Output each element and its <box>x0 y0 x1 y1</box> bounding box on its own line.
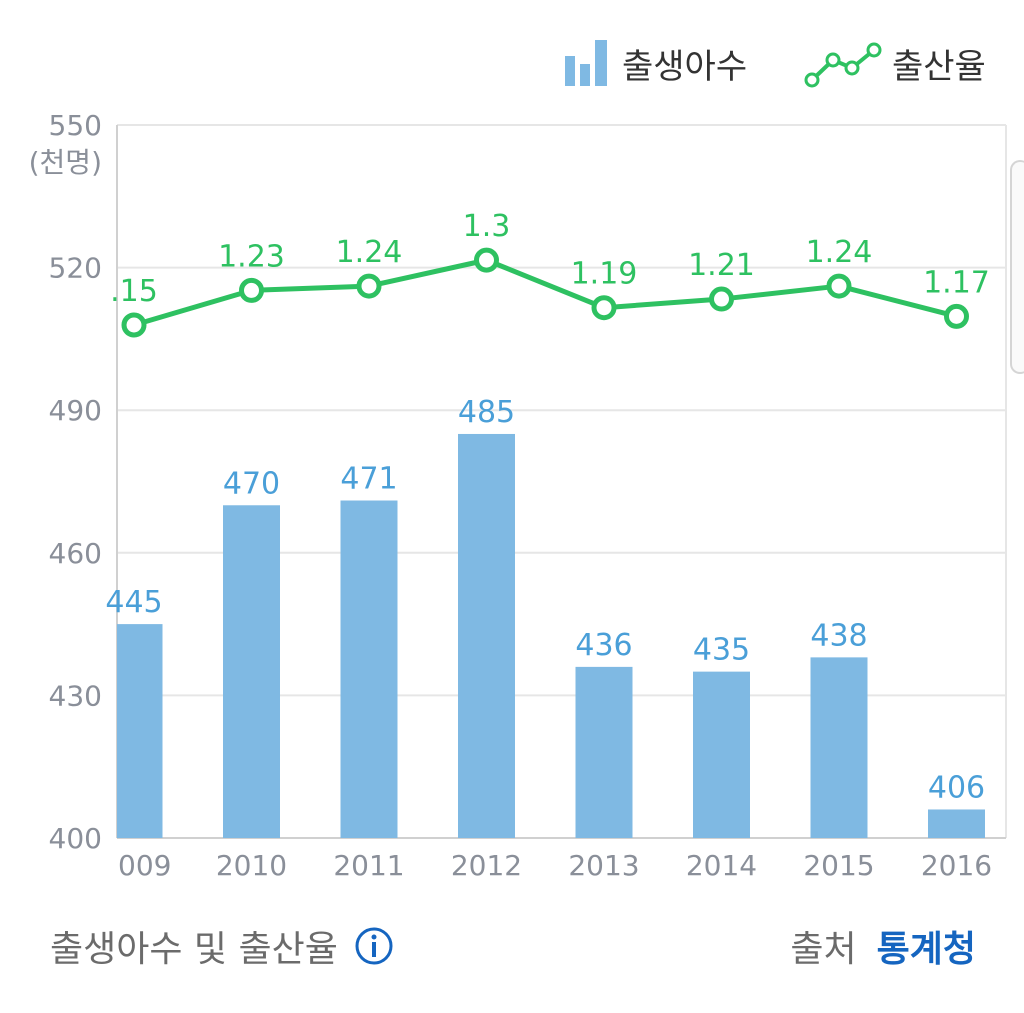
x-tick-label: 2011 <box>333 849 404 882</box>
line-value-label: 1.17 <box>923 265 990 300</box>
bar <box>810 657 868 838</box>
bar-value-label: 438 <box>810 618 867 653</box>
chart-caption: 출생아수 및 출산율 <box>50 920 394 972</box>
line-value-label: 1.23 <box>218 239 285 274</box>
line-point <box>356 273 382 299</box>
bar-value-label: 470 <box>223 466 280 501</box>
source-link[interactable]: 통계청 <box>876 929 976 970</box>
side-panel-handle[interactable] <box>1010 160 1024 374</box>
bar <box>928 809 985 838</box>
bar-value-label: 436 <box>575 628 632 663</box>
line-value-label: .15 <box>110 274 158 309</box>
chart-source: 출처 통계청 <box>790 920 976 972</box>
bar <box>458 433 515 838</box>
line-value-label: 1.3 <box>463 209 511 244</box>
bar-value-label: 435 <box>693 633 750 668</box>
bar <box>117 624 163 838</box>
line-point <box>591 295 617 321</box>
line-point <box>709 286 734 312</box>
source-prefix: 출처 <box>790 929 857 970</box>
y-tick-label: 550 <box>49 109 102 142</box>
bar <box>223 505 280 838</box>
line-point <box>121 312 147 338</box>
bar <box>693 671 750 838</box>
x-tick-label: 2010 <box>216 849 287 882</box>
bar <box>575 666 633 838</box>
legend[interactable]: 출생아수 출산율 <box>565 40 986 88</box>
bar <box>340 500 398 838</box>
line-value-label: 1.24 <box>806 235 873 270</box>
legend-bar-label: 출생아수 <box>622 47 747 87</box>
line-value-label: 1.21 <box>688 248 755 283</box>
y-tick-label: 400 <box>49 822 102 855</box>
y-tick-label: 520 <box>49 252 102 285</box>
legend-line-label: 출산율 <box>892 47 986 87</box>
line-value-labels: .15 1.23 1.24 1.3 1.19 1.21 1.24 1.17 <box>110 209 990 309</box>
line-point <box>944 303 969 329</box>
line-point <box>474 247 499 273</box>
bar-value-label: 406 <box>928 770 985 805</box>
bar-series <box>117 433 985 838</box>
line-value-label: 1.24 <box>336 235 403 270</box>
chart-caption-title: 출생아수 및 출산율 <box>50 929 338 970</box>
x-tick-label: 009 <box>118 849 171 882</box>
y-tick-label: 430 <box>49 679 102 712</box>
x-tick-label: 2012 <box>451 849 522 882</box>
y-axis-unit: (천명) <box>29 146 102 179</box>
x-tick-label: 2013 <box>568 849 639 882</box>
bar-value-label: 471 <box>340 462 397 497</box>
line-path <box>133 257 958 328</box>
legend-bar-icon <box>565 40 607 86</box>
bar-value-label: 445 <box>105 585 162 620</box>
line-series <box>121 247 969 338</box>
line-point <box>826 273 852 299</box>
y-tick-label: 490 <box>49 394 102 427</box>
x-tick-label: 2016 <box>921 849 992 882</box>
bar-value-label: 485 <box>458 395 515 430</box>
line-point <box>239 277 264 303</box>
y-tick-label: 460 <box>49 537 102 570</box>
info-icon[interactable] <box>354 926 394 966</box>
x-tick-label: 2015 <box>803 849 874 882</box>
bar-value-labels: 445 470 471 485 436 435 438 406 <box>105 395 985 806</box>
legend-line-icon <box>804 42 882 88</box>
line-value-label: 1.19 <box>571 257 638 292</box>
x-axis: 009 2010 2011 2012 2013 2014 2015 2016 <box>118 849 992 882</box>
x-tick-label: 2014 <box>686 849 757 882</box>
